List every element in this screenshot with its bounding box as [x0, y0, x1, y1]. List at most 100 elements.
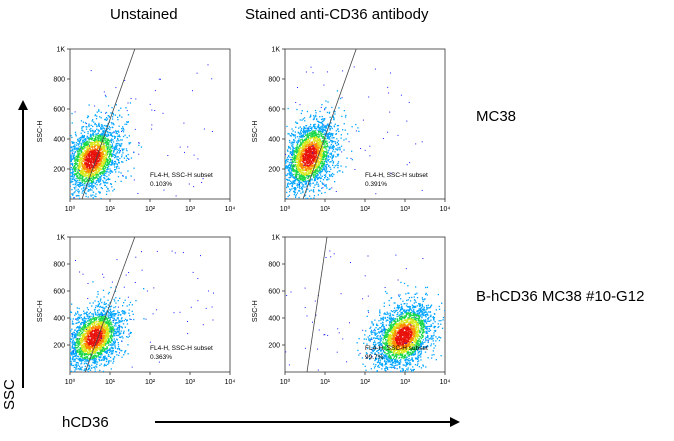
event-dot	[75, 189, 77, 191]
event-dot	[99, 157, 101, 159]
event-dot	[151, 109, 153, 111]
event-dot	[96, 141, 98, 143]
event-dot	[299, 158, 301, 160]
event-dot	[75, 363, 77, 366]
event-dot	[109, 154, 111, 157]
event-dot	[83, 188, 85, 190]
event-dot	[100, 164, 103, 167]
event-dot	[111, 122, 113, 124]
event-dot	[106, 153, 109, 156]
event-dot	[302, 153, 304, 155]
event-dot	[106, 155, 108, 157]
event-dot	[87, 142, 89, 144]
event-dot	[285, 179, 286, 181]
event-dot	[125, 107, 127, 109]
event-dot	[97, 165, 99, 168]
event-dot	[324, 109, 326, 111]
event-dot	[107, 144, 109, 146]
event-dot	[321, 182, 323, 184]
event-dot	[312, 162, 314, 164]
event-dot	[291, 141, 294, 143]
event-dot	[90, 134, 93, 136]
event-dot	[332, 147, 334, 149]
event-dot	[322, 179, 325, 181]
event-dot	[99, 135, 101, 137]
event-dot	[98, 159, 100, 161]
event-dot	[313, 191, 315, 193]
event-dot	[294, 173, 296, 175]
y-tick-label: 800	[268, 77, 280, 84]
event-dot	[111, 154, 113, 156]
event-dot	[283, 183, 284, 184]
event-dot	[318, 141, 320, 143]
event-dot	[74, 131, 77, 133]
event-dot	[96, 111, 98, 113]
event-dot	[110, 339, 112, 341]
event-dot	[111, 162, 113, 164]
event-dot	[310, 132, 312, 134]
event-dot	[292, 174, 295, 176]
event-dot	[92, 125, 94, 128]
event-dot	[70, 146, 72, 148]
event-dot	[309, 171, 312, 173]
event-dot	[81, 137, 83, 139]
event-dot	[308, 175, 310, 177]
event-dot	[82, 183, 84, 185]
event-dot	[282, 154, 283, 155]
event-dot	[105, 138, 107, 140]
event-dot	[323, 156, 325, 159]
event-dot	[117, 312, 119, 314]
event-dot	[121, 129, 124, 132]
event-dot	[283, 172, 284, 173]
event-dot	[65, 138, 66, 139]
event-dot	[98, 167, 100, 170]
event-dot	[299, 126, 301, 128]
event-dot	[288, 166, 290, 169]
event-dot	[311, 126, 313, 128]
event-dot	[317, 174, 319, 176]
event-dot	[59, 334, 60, 335]
event-dot	[305, 138, 307, 141]
event-dot	[78, 163, 81, 165]
event-dot	[293, 158, 295, 160]
event-dot	[287, 195, 289, 198]
event-dot	[117, 159, 119, 161]
event-dot	[79, 169, 81, 171]
event-dot	[92, 155, 94, 157]
row-label-hcd36: B-hCD36 MC38 #10-G12	[476, 288, 645, 305]
event-dot	[317, 160, 319, 162]
event-dot	[73, 154, 75, 156]
event-dot	[77, 184, 80, 186]
event-dot	[76, 338, 78, 341]
event-dot	[112, 139, 114, 141]
event-dot	[82, 330, 85, 332]
event-dot	[316, 173, 319, 175]
event-dot	[296, 151, 298, 154]
event-dot	[104, 148, 106, 150]
event-dot	[126, 123, 128, 125]
event-dot	[289, 191, 291, 193]
event-dot	[326, 179, 328, 181]
event-dot	[300, 150, 302, 152]
event-dot	[319, 147, 321, 150]
event-dot	[129, 301, 132, 304]
event-dot	[282, 190, 283, 191]
event-dot	[179, 146, 181, 148]
event-dot	[290, 172, 292, 174]
event-dot	[299, 156, 302, 158]
event-dot	[319, 140, 321, 142]
event-dot	[336, 171, 339, 173]
event-dot	[101, 127, 103, 130]
event-dot	[310, 114, 312, 116]
event-dot	[124, 123, 126, 125]
event-dot	[303, 177, 305, 179]
event-dot	[71, 112, 73, 115]
event-dot	[316, 139, 319, 141]
event-dot	[297, 146, 299, 149]
event-dot	[315, 140, 317, 143]
event-dot	[79, 164, 81, 166]
event-dot	[305, 157, 308, 160]
event-dot	[317, 136, 319, 138]
event-dot	[314, 153, 316, 155]
